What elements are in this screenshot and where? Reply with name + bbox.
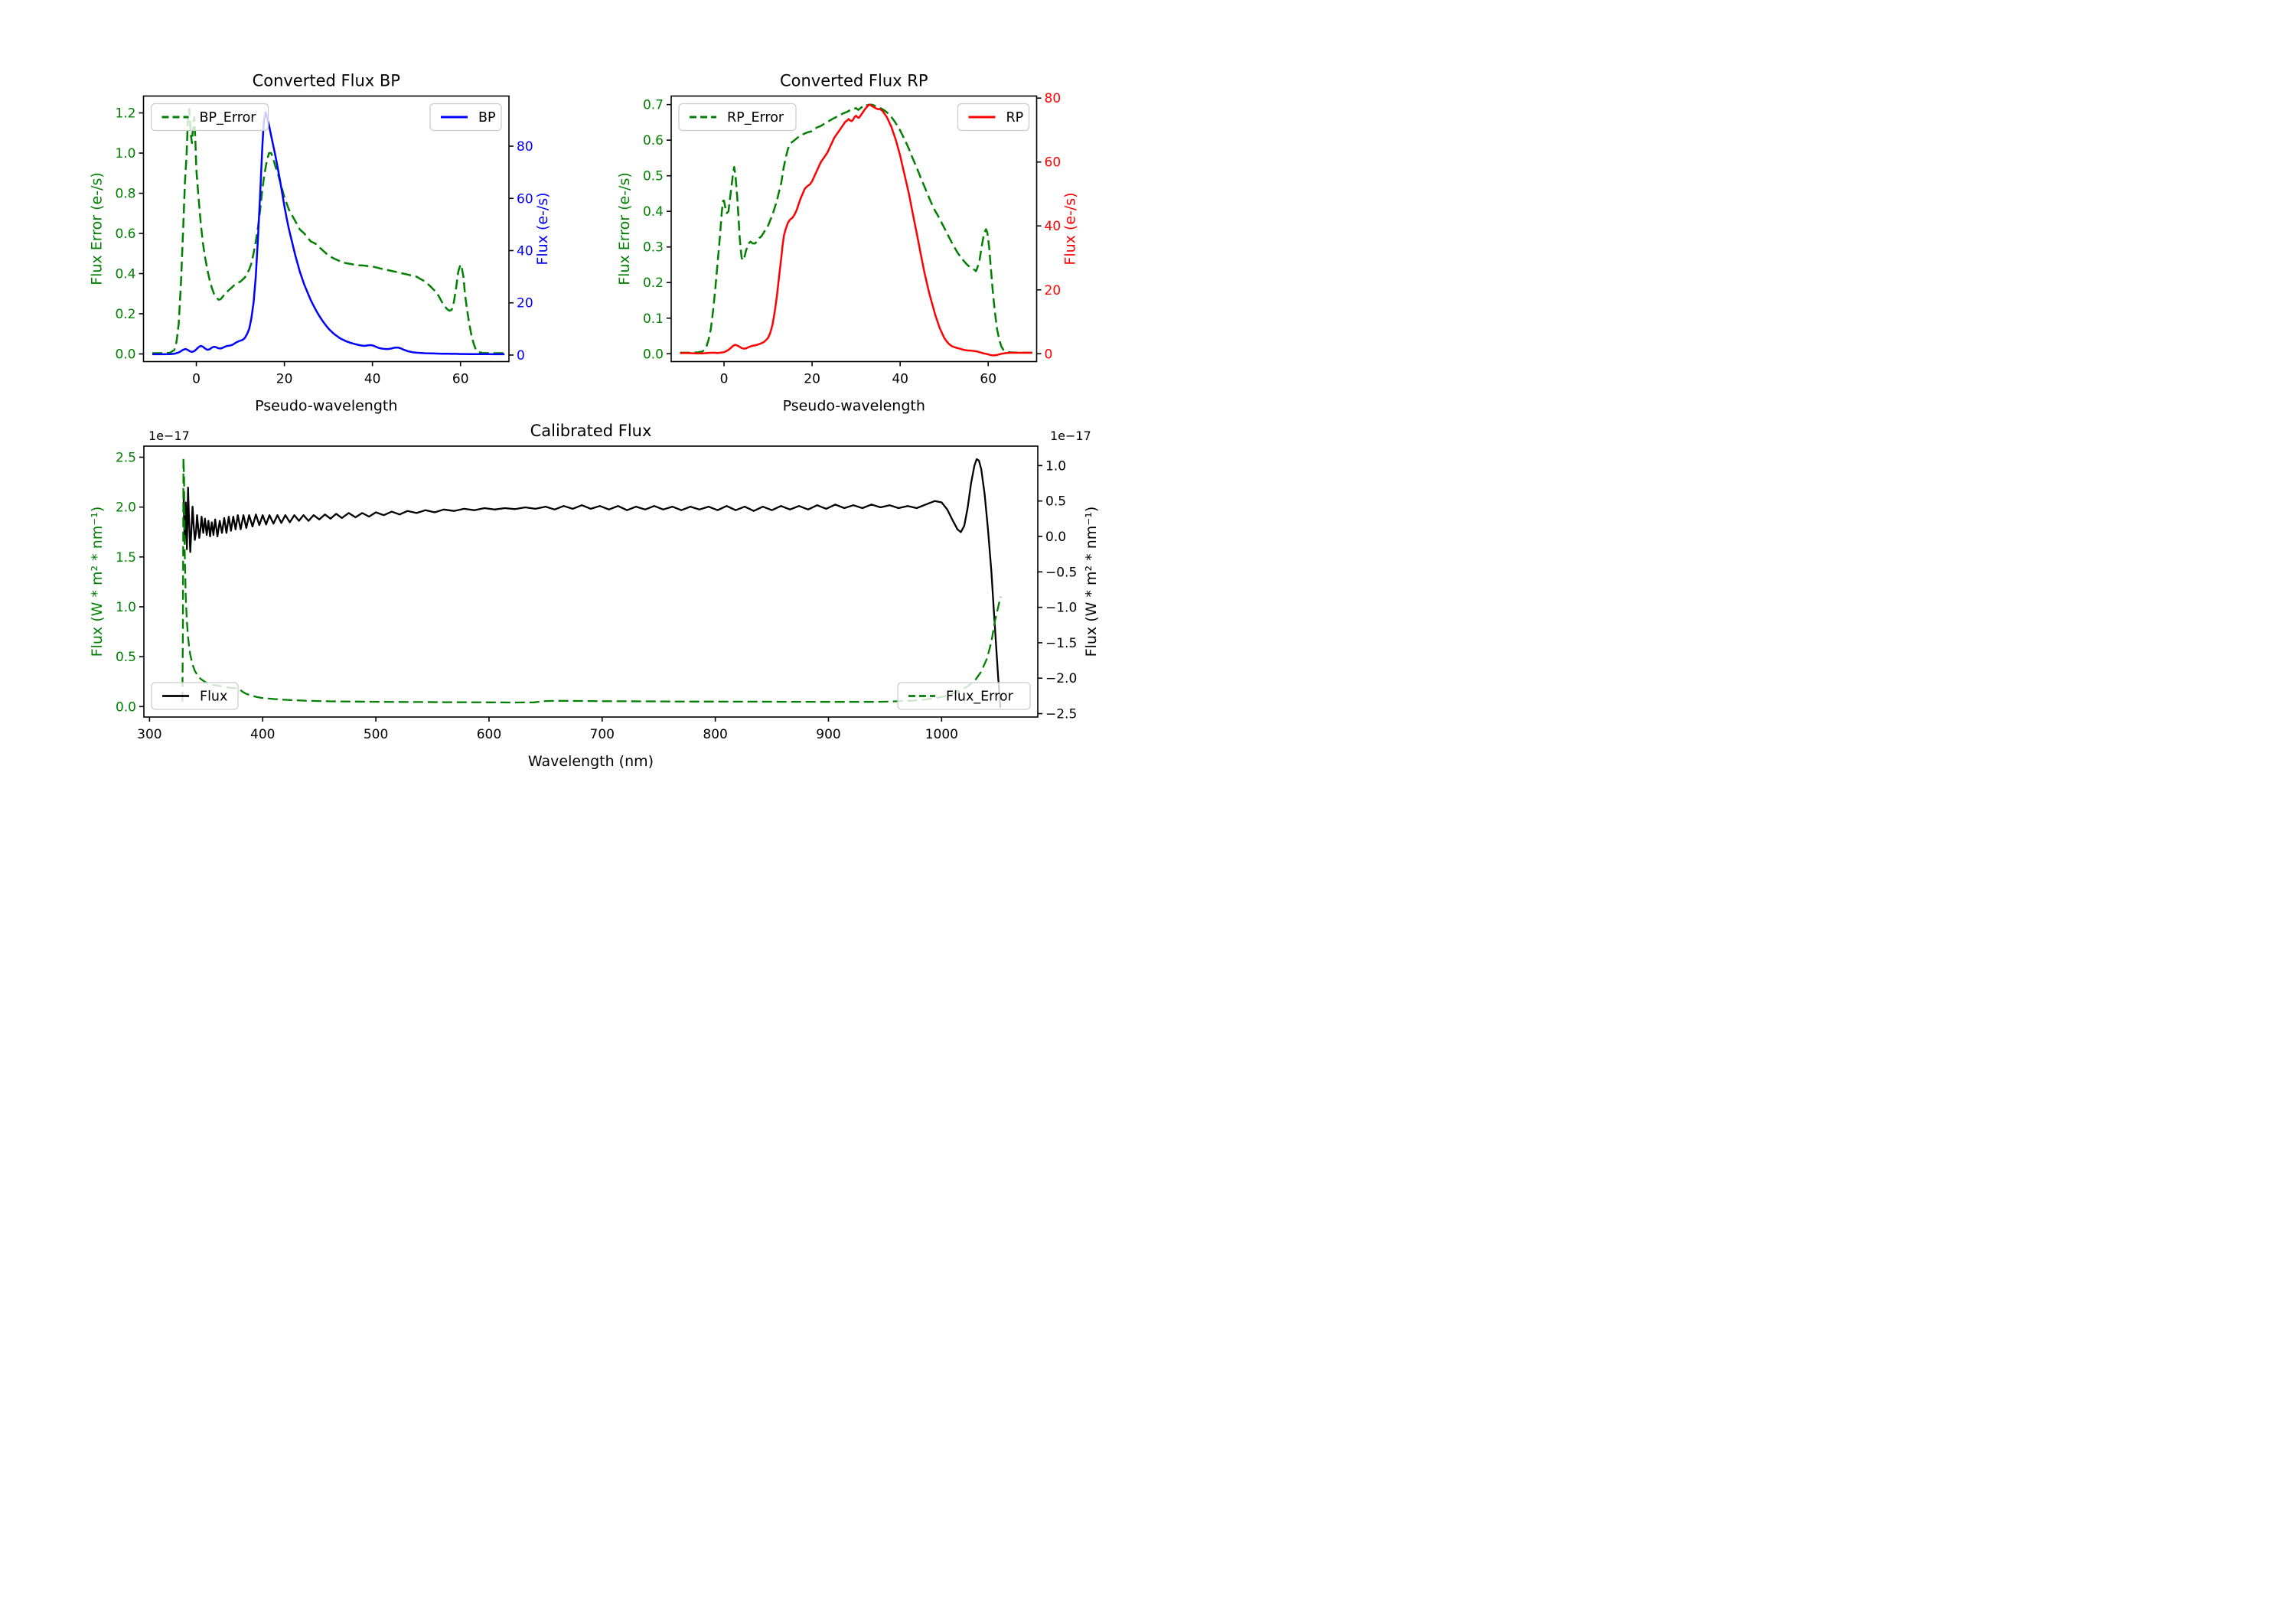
cal-series-Flux [182, 458, 1002, 709]
bp-ylabel-right: Flux (e-/s) [534, 192, 551, 265]
subplot-rp: 0 20 40 60 0.0 0.1 0.2 0.3 0.4 0.5 0.6 0.7 0 20 40 60 80… [616, 72, 1079, 415]
legend-box [151, 682, 239, 710]
cal-ytick-left-label: 0.5 [116, 650, 136, 665]
cal-ytick-right-label: 0.5 [1045, 494, 1066, 510]
bp-ytick-left-label: 0.0 [115, 347, 135, 363]
legend-label: BP_Error [200, 110, 257, 125]
cal-ytick-right-label: −2.0 [1045, 671, 1077, 686]
bp-legend-BP: BP [429, 103, 502, 132]
bp-ytick-left-label: 0.4 [115, 267, 135, 282]
cal-xtick-label: 1000 [925, 727, 958, 742]
rp-series-RP [680, 103, 1032, 357]
cal-ytick-left-label: 1.0 [116, 600, 136, 615]
bp-ytick-right-label: 80 [517, 139, 533, 155]
bp-ytick-left-label: 0.6 [115, 227, 135, 242]
legend-box [150, 103, 269, 132]
cal-legend-Flux_Error: Flux_Error [897, 682, 1031, 710]
cal-ylabel-right: Flux (W * m² * nm⁻¹) [1083, 507, 1100, 657]
cal-series-Flux_Error [181, 457, 1002, 704]
legend-box [897, 682, 1031, 710]
bp-legend-BP_Error: BP_Error [150, 103, 269, 132]
cal-ytick-right-label: −1.0 [1045, 601, 1077, 616]
subplot-cal: 300 400 500 600 700 800 900 1000 0.0 0.5 1.0 1.5 2.0… [89, 422, 1100, 770]
bp-xtick-label: 20 [276, 372, 293, 387]
legend-box [678, 103, 797, 132]
rp-legend-RP_Error: RP_Error [678, 103, 797, 132]
cal-offset-left: 1e−17 [148, 429, 190, 443]
bp-ytick-right-label: 40 [517, 243, 533, 259]
cal-xtick-label: 700 [590, 727, 615, 742]
cal-xtick-label: 400 [250, 727, 275, 742]
cal-ytick-left-label: 1.5 [116, 550, 136, 566]
cal-ytick-right-label: −1.5 [1045, 636, 1077, 651]
bp-ytick-left-label: 0.8 [115, 187, 135, 202]
rp-axes-frame [670, 95, 1038, 363]
bp-ytick-right-label: 60 [517, 191, 533, 207]
cal-offset-right: 1e−17 [1050, 429, 1091, 443]
cal-xtick-label: 800 [703, 727, 727, 742]
cal-title: Calibrated Flux [530, 422, 652, 440]
rp-ytick-left-label: 0.7 [643, 98, 664, 113]
cal-ytick-right-label: 0.0 [1045, 530, 1066, 545]
rp-xtick-label: 20 [804, 372, 820, 387]
rp-ylabel-right: Flux (e-/s) [1062, 192, 1079, 265]
rp-ytick-left-label: 0.3 [643, 240, 664, 256]
rp-ytick-left-label: 0.2 [643, 275, 664, 291]
cal-xtick-label: 300 [137, 727, 161, 742]
cal-ytick-left-label: 2.5 [116, 450, 136, 465]
legend-label: RP_Error [727, 110, 784, 125]
bp-title: Converted Flux BP [253, 72, 400, 90]
bp-xtick-label: 40 [364, 372, 381, 387]
rp-ytick-left-label: 0.4 [643, 204, 664, 220]
rp-ytick-left-label: 0.6 [643, 133, 664, 148]
cal-axes-frame [143, 445, 1039, 718]
cal-xtick-label: 600 [477, 727, 501, 742]
rp-ytick-right-label: 60 [1045, 155, 1062, 171]
bp-ytick-left-label: 1.0 [115, 146, 135, 161]
legend-label: Flux_Error [946, 689, 1014, 705]
bp-series-BP_Error [152, 108, 505, 354]
cal-ytick-right-label: −2.5 [1045, 707, 1077, 722]
rp-legend-RP: RP [957, 103, 1030, 132]
rp-ytick-left-label: 0.1 [643, 311, 664, 327]
rp-ytick-right-label: 40 [1045, 219, 1062, 234]
rp-xtick-label: 40 [892, 372, 908, 387]
cal-xtick-label: 900 [816, 727, 840, 742]
cal-xlabel: Wavelength (nm) [528, 753, 654, 770]
rp-ytick-right-label: 80 [1045, 91, 1062, 106]
bp-ytick-left-label: 1.2 [115, 106, 135, 122]
legend-label: BP [478, 110, 496, 125]
bp-ytick-right-label: 0 [517, 348, 525, 363]
subplot-bp: 0 20 40 60 0.0 0.2 0.4 0.6 0.8 1.0 1.2 0 20 40 60 80 Con… [89, 72, 552, 415]
cal-ytick-right-label: 1.0 [1045, 458, 1066, 474]
bp-series-BP [152, 111, 505, 356]
bp-ylabel-left: Flux Error (e-/s) [89, 172, 106, 285]
bp-axes-frame [142, 95, 510, 363]
cal-ytick-left-label: 2.0 [116, 500, 136, 516]
cal-legend-Flux: Flux [151, 682, 239, 710]
rp-xlabel: Pseudo-wavelength [783, 398, 925, 415]
legend-label: Flux [200, 689, 227, 705]
legend-label: RP [1006, 110, 1024, 125]
bp-ytick-left-label: 0.2 [115, 307, 135, 322]
bp-xtick-label: 0 [192, 372, 201, 387]
rp-ytick-left-label: 0.5 [643, 169, 664, 184]
rp-ytick-right-label: 0 [1045, 347, 1053, 362]
rp-series-RP_Error [680, 103, 1032, 354]
rp-ylabel-left: Flux Error (e-/s) [616, 172, 633, 285]
cal-ytick-right-label: −0.5 [1045, 565, 1077, 580]
matplotlib-figure: 0 20 40 60 0.0 0.2 0.4 0.6 0.8 1.0 1.2 0 20 40 60 80 Con… [0, 0, 1148, 804]
bp-xlabel: Pseudo-wavelength [255, 398, 397, 415]
bp-xtick-label: 60 [452, 372, 469, 387]
cal-xtick-label: 500 [364, 727, 388, 742]
rp-ytick-right-label: 20 [1045, 283, 1062, 298]
rp-xtick-label: 60 [980, 372, 996, 387]
cal-ylabel-left: Flux (W * m² * nm⁻¹) [89, 507, 106, 657]
rp-xtick-label: 0 [720, 372, 729, 387]
cal-ytick-left-label: 0.0 [116, 699, 136, 715]
bp-ytick-right-label: 20 [517, 296, 533, 311]
rp-ytick-left-label: 0.0 [643, 347, 664, 362]
rp-title: Converted Flux RP [780, 72, 928, 90]
figure-canvas: 0 20 40 60 0.0 0.2 0.4 0.6 0.8 1.0 1.2 0 20 40 60 80 Con… [89, 72, 1101, 771]
